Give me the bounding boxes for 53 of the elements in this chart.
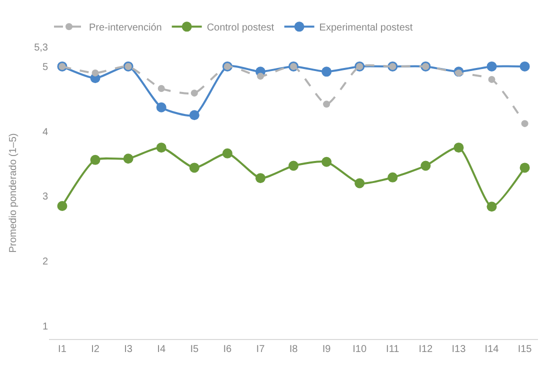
- point: [455, 69, 462, 76]
- point: [520, 61, 530, 72]
- point: [323, 100, 330, 108]
- point: [520, 162, 530, 173]
- point: [486, 61, 497, 72]
- y-tick-label: 4: [42, 126, 48, 138]
- point: [189, 162, 200, 173]
- point: [57, 200, 68, 211]
- y-tick-label: 5,3: [34, 42, 48, 54]
- point: [158, 85, 165, 92]
- point: [521, 120, 528, 128]
- point: [156, 142, 166, 153]
- point: [420, 160, 431, 171]
- x-tick-label: I2: [91, 344, 100, 355]
- point: [189, 110, 200, 120]
- point: [486, 202, 497, 212]
- point: [256, 72, 264, 80]
- x-tick-label: I6: [223, 344, 232, 355]
- y-tick-label: 1: [42, 322, 48, 333]
- x-tick-label: I12: [418, 344, 434, 355]
- x-tick-label: I3: [124, 344, 133, 355]
- point: [222, 148, 232, 158]
- x-tick-label: I14: [484, 344, 500, 355]
- point: [123, 154, 134, 164]
- x-tick-label: I11: [386, 344, 400, 355]
- legend-label: Pre-intervención: [89, 22, 162, 34]
- legend-label: Control postest: [206, 22, 274, 34]
- x-tick-label: I7: [256, 344, 266, 355]
- point: [255, 173, 266, 184]
- x-tick-label: I15: [518, 344, 532, 355]
- x-tick-label: I9: [322, 344, 332, 355]
- x-tick-label: I8: [289, 344, 298, 355]
- point: [454, 142, 464, 153]
- point: [156, 102, 166, 112]
- point: [354, 178, 365, 188]
- y-tick-label: 2: [42, 256, 48, 268]
- point: [488, 76, 496, 83]
- y-axis-title: Promedio ponderado (1–5): [8, 133, 20, 253]
- x-tick-label: I5: [190, 344, 199, 355]
- x-tick-label: I1: [58, 344, 67, 355]
- y-tick-label: 5: [42, 62, 48, 73]
- x-tick-label: I13: [452, 344, 466, 355]
- point: [322, 66, 332, 77]
- y-tick-label: 3: [42, 192, 48, 203]
- point: [288, 160, 298, 171]
- point: [92, 69, 99, 76]
- x-tick-label: I10: [352, 344, 367, 355]
- point: [322, 156, 332, 167]
- x-tick-label: I4: [157, 344, 166, 355]
- point: [90, 154, 100, 165]
- point: [190, 90, 198, 97]
- legend-label: Experimental postest: [319, 22, 413, 34]
- point: [388, 172, 398, 182]
